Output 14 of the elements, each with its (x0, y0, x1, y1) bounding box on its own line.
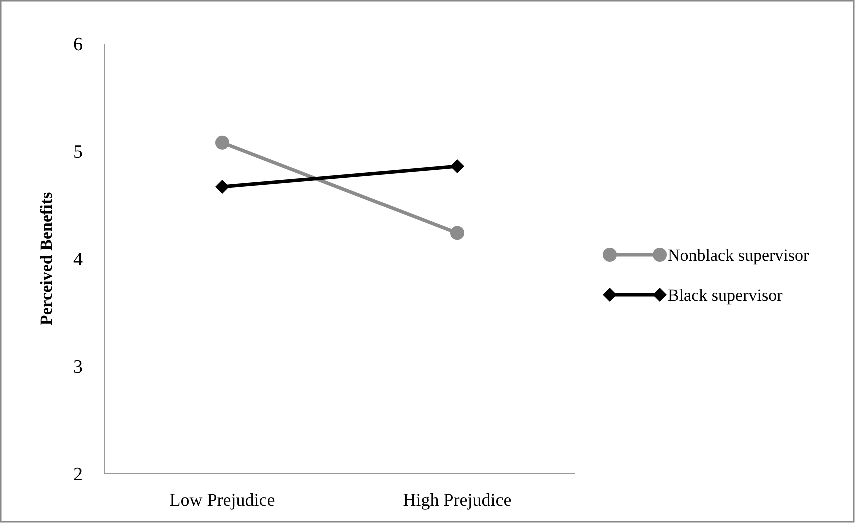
point (450, 226, 464, 240)
legend-label: Black supervisor (668, 286, 784, 305)
y-tick-label: 5 (74, 142, 83, 164)
point (216, 180, 230, 194)
x-tick-label: High Prejudice (403, 490, 512, 510)
y-tick-label: 3 (74, 357, 83, 378)
y-tick-label: 2 (74, 464, 83, 486)
legend-label: Nonblack supervisor (668, 246, 810, 265)
y-tick-label: 4 (74, 250, 84, 271)
point (450, 160, 464, 174)
y-axis-title: Perceived Benefits (37, 192, 56, 326)
y-tick-label: 6 (74, 34, 83, 56)
point (216, 136, 230, 150)
x-tick-label: Low Prejudice (170, 490, 276, 510)
